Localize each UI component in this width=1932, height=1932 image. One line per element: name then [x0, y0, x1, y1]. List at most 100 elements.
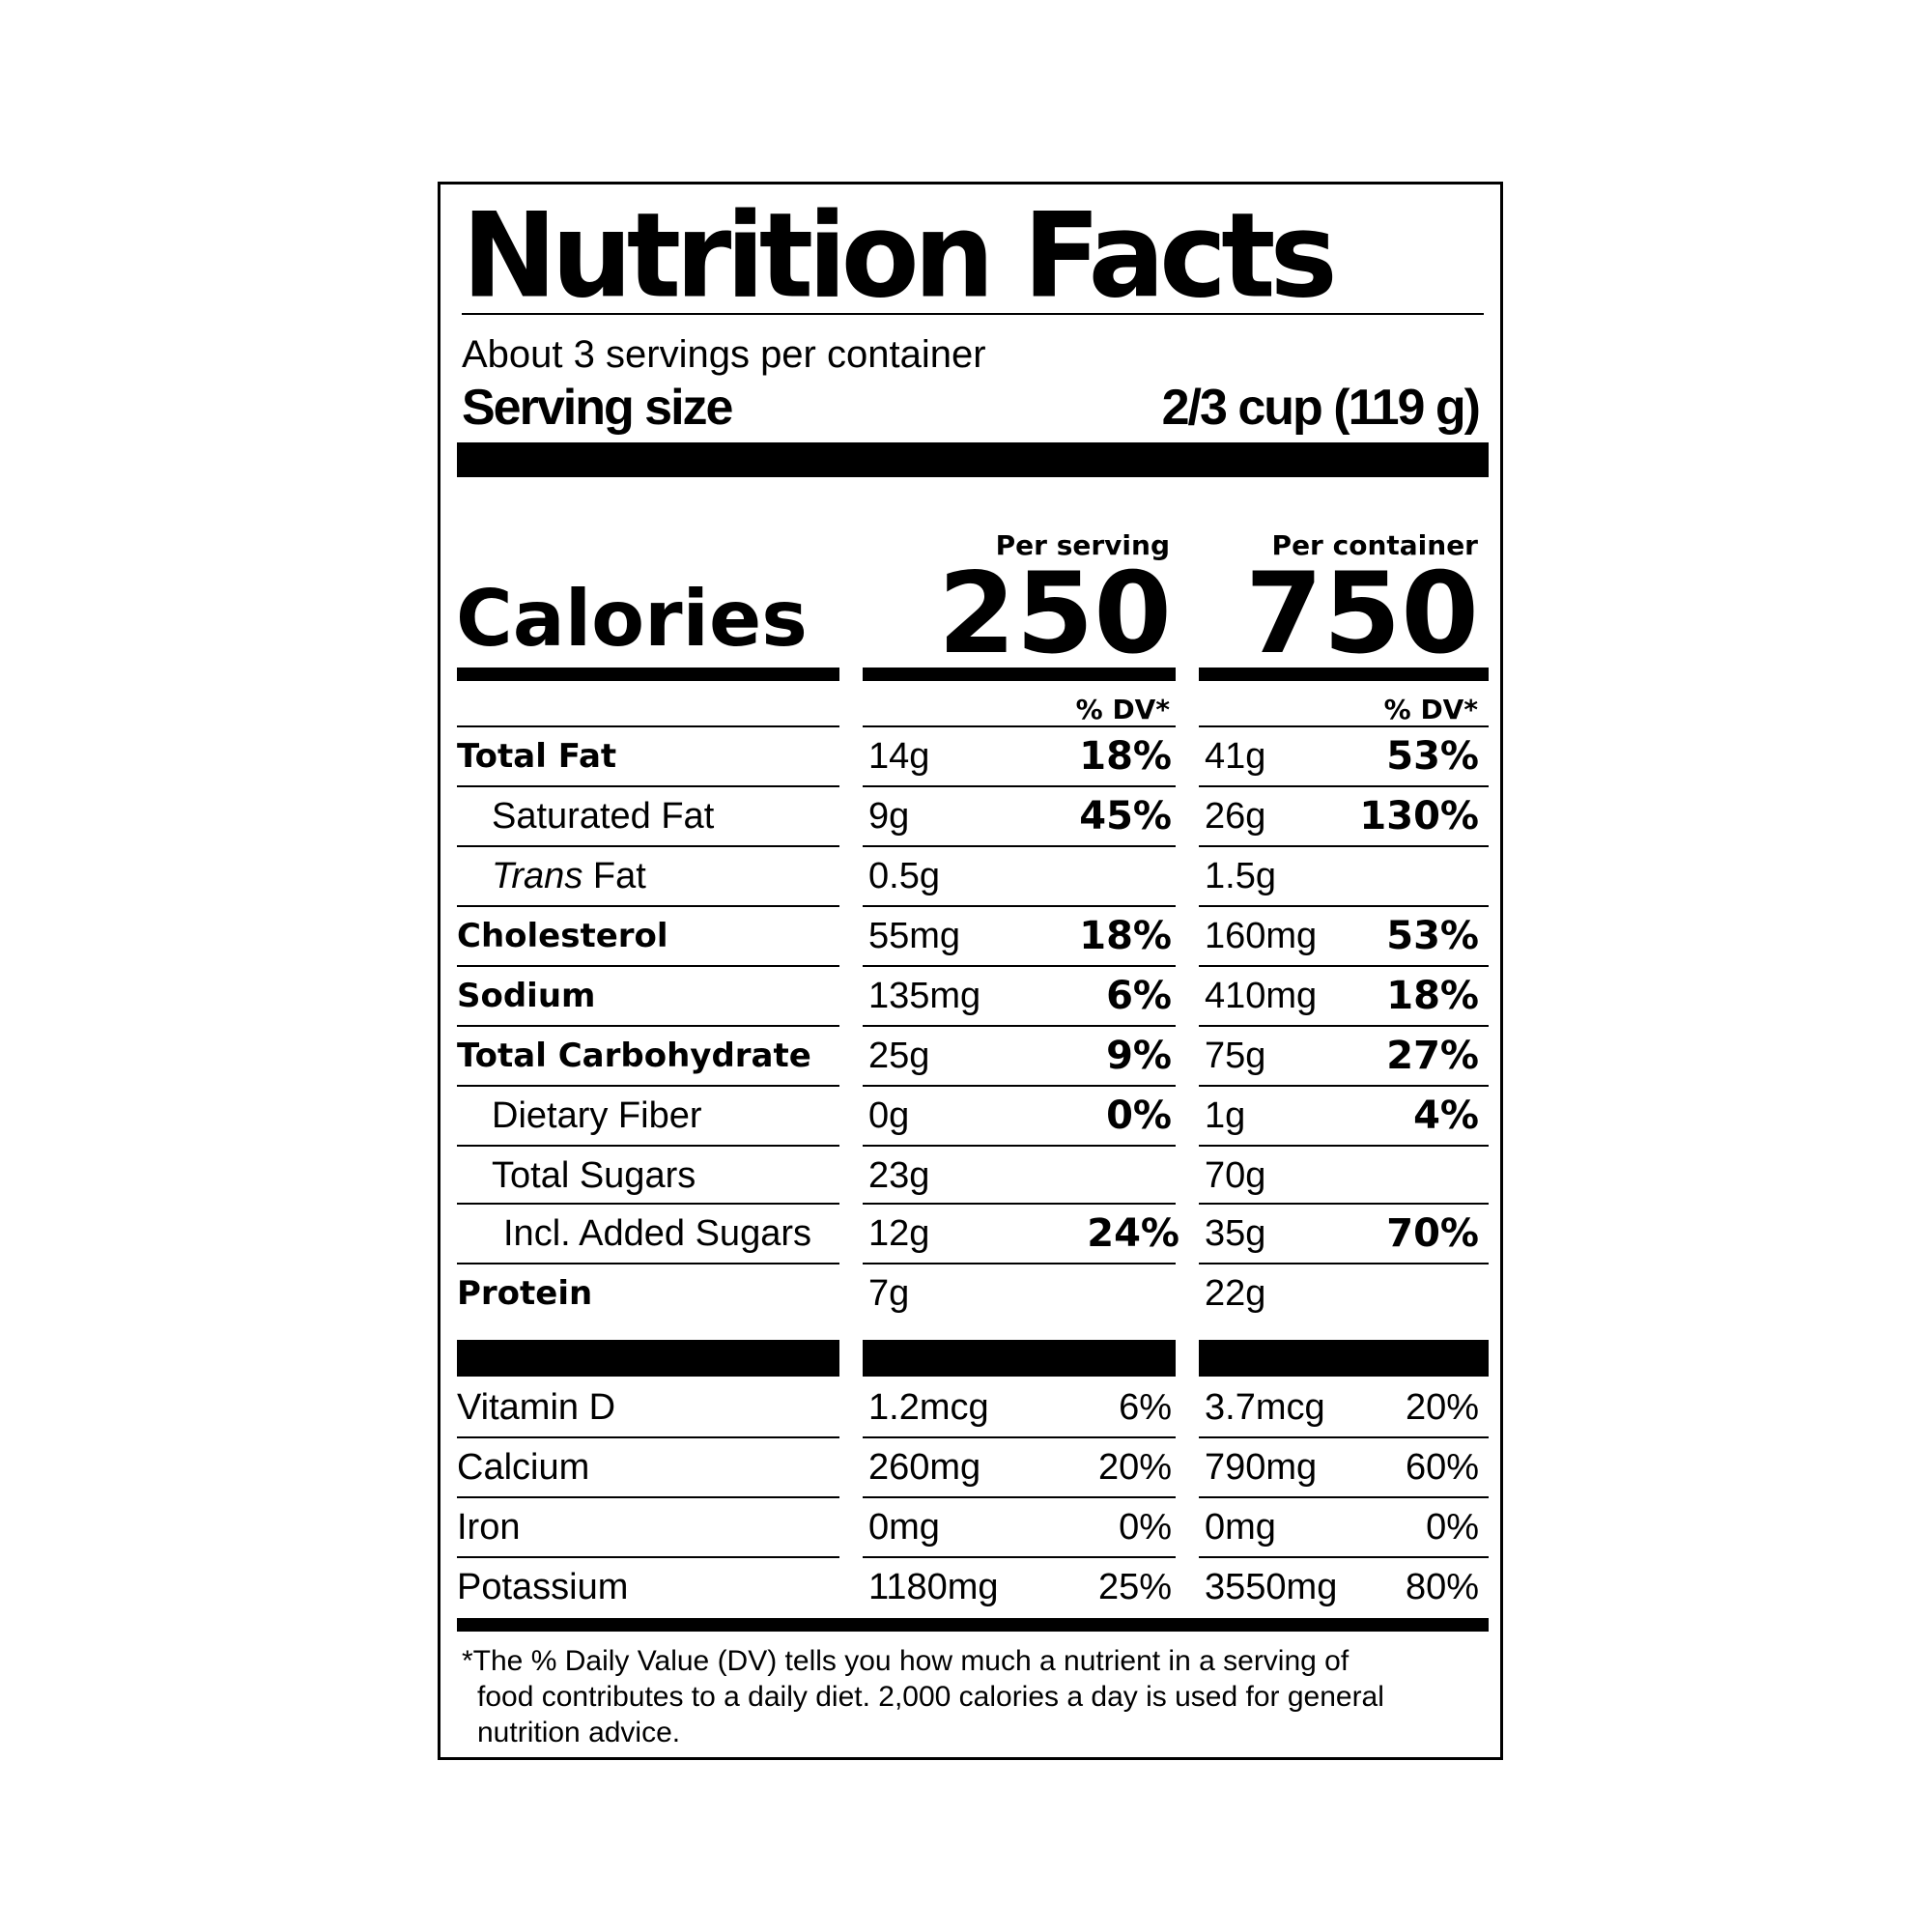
nutrient-name: Cholesterol	[457, 907, 668, 965]
row-separator	[457, 785, 839, 787]
row-separator	[457, 1436, 839, 1438]
row-separator	[457, 845, 839, 847]
vitamin-name: Calcium	[457, 1447, 590, 1488]
row-separator	[863, 1263, 1176, 1264]
footnote: *The % Daily Value (DV) tells you how mu…	[462, 1643, 1466, 1750]
row-separator	[1199, 1203, 1489, 1205]
nutrient-name-text: Dietary Fiber	[492, 1095, 702, 1136]
serving-amount: 0g	[868, 1095, 910, 1136]
serving-amount: 55mg	[868, 916, 961, 956]
vitamin-serving-amount: 0mg	[868, 1507, 940, 1548]
row-separator	[457, 1025, 839, 1027]
container-amount: 26g	[1205, 796, 1266, 837]
per-container-header: Per container	[1271, 529, 1478, 561]
serving-amount: 12g	[868, 1213, 930, 1254]
vitamin-container-percent-dv: 20%	[1405, 1387, 1479, 1428]
row-separator	[863, 785, 1176, 787]
row-separator	[863, 845, 1176, 847]
thick-divider-top	[457, 442, 1489, 477]
nutrient-name-text: Protein	[457, 1274, 593, 1313]
row-separator	[1199, 845, 1489, 847]
container-percent-dv: 53%	[1386, 734, 1479, 779]
servings-per-container: About 3 servings per container	[462, 333, 986, 376]
row-separator	[863, 1203, 1176, 1205]
row-separator	[863, 1436, 1176, 1438]
calories-bar-right	[1199, 668, 1489, 681]
serving-percent-dv: 45%	[1079, 794, 1172, 838]
row-separator	[457, 1085, 839, 1087]
nutrition-facts-label: Nutrition Facts About 3 servings per con…	[438, 182, 1503, 1760]
nutrient-name-text: Fat	[582, 856, 646, 896]
vitamin-container-amount: 3.7mcg	[1205, 1387, 1325, 1428]
vitamin-container-percent-dv: 80%	[1405, 1567, 1479, 1607]
per-serving-header: Per serving	[995, 529, 1170, 561]
container-amount: 410mg	[1205, 976, 1318, 1016]
vitamin-name: Potassium	[457, 1567, 629, 1607]
vitamin-container-amount: 3550mg	[1205, 1567, 1338, 1607]
title-underline	[462, 313, 1484, 315]
serving-size-value: 2/3 cup (119 g)	[1161, 380, 1481, 436]
vitamin-serving-percent-dv: 0%	[1119, 1507, 1172, 1548]
vitamin-serving-percent-dv: 25%	[1097, 1567, 1172, 1607]
footnote-line: *The % Daily Value (DV) tells you how mu…	[462, 1645, 1350, 1677]
nutrient-name: Saturated Fat	[492, 787, 714, 845]
row-separator	[1199, 1556, 1489, 1558]
row-separator	[863, 1025, 1176, 1027]
calories-bar-left	[457, 668, 839, 681]
row-separator	[863, 1085, 1176, 1087]
row-separator	[863, 725, 1176, 727]
nutrient-name: Total Carbohydrate	[457, 1027, 811, 1085]
row-separator	[1199, 725, 1489, 727]
label-title: Nutrition Facts	[462, 186, 1338, 325]
row-separator	[457, 965, 839, 967]
row-separator	[863, 905, 1176, 907]
container-amount: 1g	[1205, 1095, 1246, 1136]
nutrient-name-text: Cholesterol	[457, 917, 668, 955]
row-separator	[457, 1203, 839, 1205]
serving-amount: 14g	[868, 736, 930, 777]
container-percent-dv: 70%	[1386, 1211, 1479, 1256]
container-percent-dv: 53%	[1386, 914, 1479, 958]
calories-per-container: 750	[1244, 549, 1479, 679]
nutrient-name-text: Total Fat	[457, 737, 617, 776]
row-separator	[457, 1496, 839, 1498]
row-separator	[1199, 1145, 1489, 1147]
row-separator	[457, 905, 839, 907]
nutrient-name: Protein	[457, 1264, 592, 1322]
row-separator	[1199, 1025, 1489, 1027]
thick-divider-vitamins-left	[457, 1340, 839, 1377]
serving-amount: 0.5g	[868, 856, 940, 896]
container-amount: 160mg	[1205, 916, 1318, 956]
nutrient-name-text: Total Sugars	[492, 1155, 696, 1196]
nutrient-name-text: Incl. Added Sugars	[503, 1213, 811, 1254]
serving-amount: 7g	[868, 1273, 910, 1314]
row-separator	[1199, 1263, 1489, 1264]
container-percent-dv: 4%	[1413, 1094, 1479, 1138]
calories-bar-middle	[863, 668, 1176, 681]
nutrient-name: Incl. Added Sugars	[503, 1205, 811, 1263]
nutrient-name-text: Total Carbohydrate	[457, 1037, 811, 1075]
serving-amount: 25g	[868, 1036, 930, 1076]
row-separator	[863, 1496, 1176, 1498]
serving-percent-dv: 9%	[1106, 1034, 1172, 1078]
vitamin-container-amount: 0mg	[1205, 1507, 1276, 1548]
vitamin-serving-amount: 1180mg	[868, 1567, 999, 1607]
calories-per-serving: 250	[937, 549, 1172, 679]
row-separator	[863, 965, 1176, 967]
container-amount: 41g	[1205, 736, 1266, 777]
row-separator	[457, 725, 839, 727]
row-separator	[863, 1556, 1176, 1558]
vitamin-serving-amount: 260mg	[868, 1447, 981, 1488]
vitamin-container-amount: 790mg	[1205, 1447, 1318, 1488]
row-separator	[863, 1145, 1176, 1147]
thick-divider-vitamins-right	[1199, 1340, 1489, 1377]
row-separator	[457, 1556, 839, 1558]
serving-size-label: Serving size	[462, 380, 733, 436]
calories-label: Calories	[456, 574, 808, 664]
container-percent-dv: 18%	[1386, 974, 1479, 1018]
vitamin-serving-percent-dv: 20%	[1097, 1447, 1172, 1488]
row-separator	[1199, 1085, 1489, 1087]
serving-percent-dv: 6%	[1106, 974, 1172, 1018]
nutrient-name-text: Sodium	[457, 977, 596, 1015]
dv-header-serving: % DV*	[1075, 694, 1170, 725]
